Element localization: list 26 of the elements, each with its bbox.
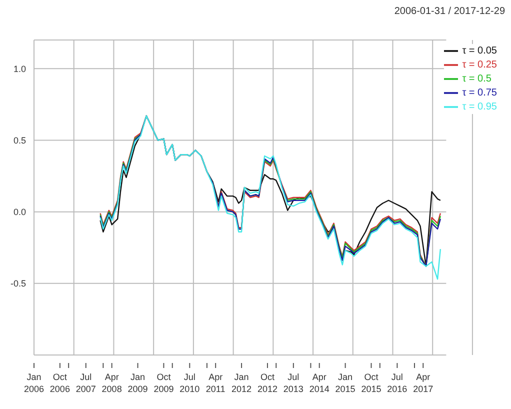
legend-label: τ = 0.5 xyxy=(462,74,492,85)
x-tick-label: Apr 2008 xyxy=(102,372,122,394)
x-tick-label: Oct 2012 xyxy=(257,372,278,394)
y-tick-label: -0.5 xyxy=(10,278,26,289)
x-tick-label: Apr 2011 xyxy=(206,372,226,394)
x-tick-label: Oct 2006 xyxy=(50,372,70,394)
x-tick-label: Apr 2017 xyxy=(413,372,434,394)
x-tick-label: Jul 2010 xyxy=(180,372,200,394)
y-tick-label: 0.0 xyxy=(13,207,26,218)
x-tick-label: Jan 2012 xyxy=(232,372,252,394)
x-tick-label: Jul 2016 xyxy=(387,372,408,394)
y-tick-label: 0.5 xyxy=(13,135,26,146)
legend-label: τ = 0.25 xyxy=(462,60,497,71)
y-tick-label: 1.0 xyxy=(13,64,26,74)
x-tick-label: Oct 2015 xyxy=(361,372,382,394)
legend-label: τ = 0.95 xyxy=(462,102,497,113)
legend-label: τ = 0.05 xyxy=(462,46,497,57)
x-tick-label: Jul 2007 xyxy=(76,372,96,394)
x-tick-label: Jan 2006 xyxy=(24,372,44,394)
x-tick-label: Jan 2015 xyxy=(335,372,356,394)
x-tick-label: Jul 2013 xyxy=(283,372,304,394)
x-tick-label: Jan 2009 xyxy=(128,372,148,394)
legend-label: τ = 0.75 xyxy=(462,88,497,99)
x-tick-label: Oct 2009 xyxy=(154,372,174,394)
chart-title: 2006-01-31 / 2017-12-29 xyxy=(394,6,505,17)
x-tick-label: Apr 2014 xyxy=(309,372,330,394)
